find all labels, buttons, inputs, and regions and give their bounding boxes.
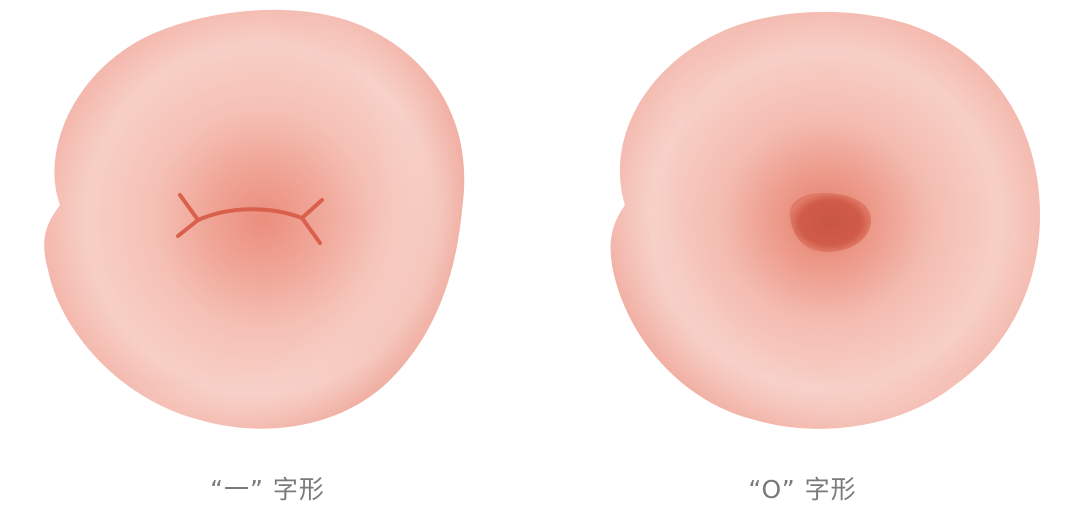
figure-linear-os: “一” 字形: [44, 9, 465, 504]
slit-opening: [176, 193, 324, 245]
cervix-illustration-round: [610, 11, 1040, 429]
caption-linear-os: “一” 字形: [210, 475, 325, 504]
figure-round-os: “O” 字形: [535, 0, 1070, 518]
round-opening: [789, 192, 872, 252]
caption-round-os: “O” 字形: [748, 475, 857, 504]
cervix-illustration-linear: [44, 9, 465, 429]
